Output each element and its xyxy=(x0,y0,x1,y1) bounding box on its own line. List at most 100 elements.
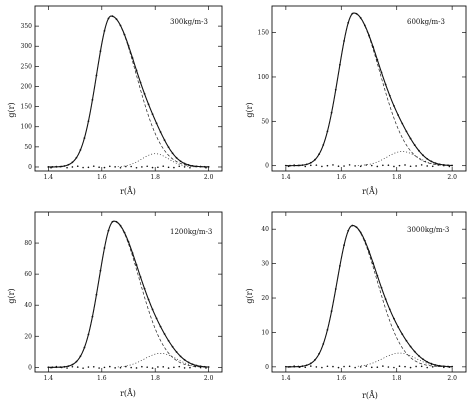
residual-point xyxy=(404,164,406,166)
data-point xyxy=(103,29,106,32)
y-tick-label: 50 xyxy=(24,144,32,151)
y-tick-label: 0 xyxy=(28,164,32,171)
data-point xyxy=(314,158,316,161)
data-point xyxy=(131,252,134,254)
data-point xyxy=(91,98,94,101)
residual-point xyxy=(98,367,100,369)
y-axis-label: g(r) xyxy=(245,288,254,303)
residual-point xyxy=(354,165,356,167)
data-point xyxy=(143,287,146,290)
data-point xyxy=(388,308,391,311)
data-point xyxy=(207,165,210,168)
residual-point xyxy=(50,366,52,369)
residual-point xyxy=(173,166,175,169)
residual-point xyxy=(205,166,207,169)
data-point xyxy=(351,224,354,227)
data-point xyxy=(401,333,404,336)
residual-point xyxy=(354,366,356,369)
residual-point xyxy=(321,366,323,369)
data-point xyxy=(111,15,114,18)
residual-point xyxy=(125,165,127,168)
data-point xyxy=(115,18,118,21)
residual-point xyxy=(194,365,197,368)
data-point xyxy=(199,365,202,368)
x-tick-label: 1.8 xyxy=(392,174,402,181)
total-curve xyxy=(48,220,209,368)
residual-point xyxy=(157,166,159,169)
data-point xyxy=(359,231,362,234)
first-peak-curve xyxy=(327,12,453,166)
residual-point xyxy=(337,165,340,168)
residual-point xyxy=(178,165,181,168)
residual-point xyxy=(332,164,334,166)
x-tick-label: 1.4 xyxy=(281,375,291,382)
data-point xyxy=(289,365,291,368)
data-point xyxy=(183,358,186,361)
x-tick-label: 1.8 xyxy=(392,375,402,382)
data-point xyxy=(47,166,50,168)
residual-point xyxy=(431,165,434,168)
y-tick-label: 20 xyxy=(24,333,32,340)
residual-point xyxy=(404,365,406,368)
residual-point xyxy=(348,365,351,368)
residual-point xyxy=(130,366,132,369)
x-tick-label: 2.0 xyxy=(204,174,214,181)
data-point xyxy=(284,365,287,368)
data-point xyxy=(355,226,358,229)
data-point xyxy=(159,131,162,133)
y-tick-label: 20 xyxy=(261,295,269,302)
y-tick-label: 40 xyxy=(24,302,32,309)
data-point xyxy=(451,365,454,368)
residual-point xyxy=(321,165,323,168)
data-point xyxy=(163,333,166,335)
residual-point xyxy=(387,164,390,166)
residual-point xyxy=(376,366,379,369)
residual-point xyxy=(387,366,390,368)
residual-point xyxy=(162,366,165,368)
plot-frame xyxy=(34,211,223,373)
data-point xyxy=(203,365,206,368)
data-point xyxy=(183,162,186,165)
residual-point xyxy=(310,164,312,167)
residual-point xyxy=(443,164,445,167)
data-point xyxy=(107,17,110,20)
data-point xyxy=(207,366,210,368)
data-point xyxy=(83,137,86,139)
data-point xyxy=(351,12,354,15)
residual-point xyxy=(298,164,301,167)
data-point xyxy=(155,122,158,125)
residual-point xyxy=(287,165,290,168)
data-point xyxy=(380,286,383,289)
data-point xyxy=(301,365,304,368)
residual-point xyxy=(376,165,379,168)
data-point xyxy=(67,365,70,368)
residual-point xyxy=(409,366,412,369)
residual-point xyxy=(71,365,74,368)
data-point xyxy=(191,164,194,167)
data-point xyxy=(171,345,174,348)
data-point xyxy=(434,364,437,366)
y-tick-label: 60 xyxy=(24,271,32,278)
y-tick-label: 300 xyxy=(21,43,33,50)
panel-3000: 3000kg/m-3 g(r) r(Å) 1.4 1.6 1.8 2.0 0 10 20 30… xyxy=(245,211,467,400)
y-axis-label: g(r) xyxy=(7,102,16,117)
residual-point xyxy=(125,365,127,368)
data-point xyxy=(151,308,154,311)
residual-point xyxy=(359,366,362,368)
residual-point xyxy=(337,366,340,369)
panel-600: 600kg/m-3 g(r) r(Å) 1.4 1.6 1.8 2.0 0 50 100 15… xyxy=(245,5,467,196)
residual-point xyxy=(162,165,165,167)
residual-point xyxy=(60,366,63,369)
residual-point xyxy=(393,366,395,369)
residual-point xyxy=(437,365,440,367)
x-tick-label: 1.4 xyxy=(44,174,54,181)
y-tick-label: 350 xyxy=(21,23,33,30)
data-point xyxy=(430,160,433,163)
data-point xyxy=(127,44,130,47)
residual-point xyxy=(365,365,368,367)
residual-point xyxy=(370,366,373,369)
x-axis-label: r(Å) xyxy=(120,389,136,398)
data-point xyxy=(47,366,50,369)
residual-point xyxy=(415,165,417,167)
data-point xyxy=(409,137,412,140)
